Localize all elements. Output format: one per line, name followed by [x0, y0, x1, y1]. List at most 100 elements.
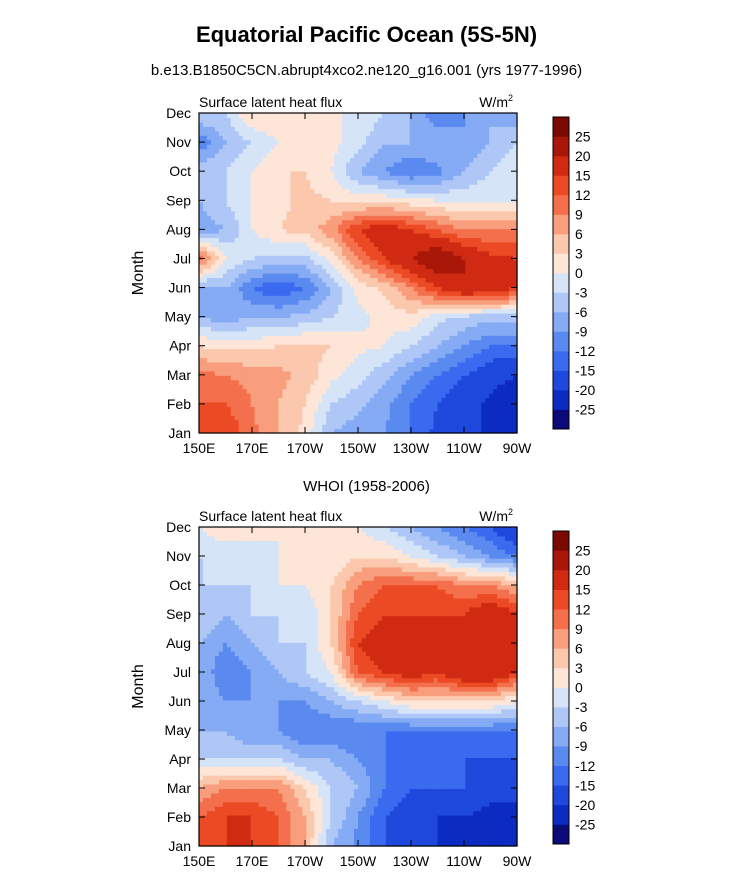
heatmap-cell	[242, 406, 248, 412]
heatmap-cell	[385, 197, 391, 203]
heatmap-cell	[230, 273, 236, 279]
heatmap-cell	[326, 188, 331, 194]
heatmap-cell	[465, 370, 470, 376]
heatmap-cell	[477, 384, 482, 390]
heatmap-cell	[497, 166, 502, 172]
heatmap-cell	[425, 170, 431, 176]
heatmap-cell	[437, 397, 443, 403]
heatmap-cell	[314, 401, 319, 407]
heatmap-cell	[509, 188, 514, 194]
heatmap-cell	[441, 397, 447, 403]
heatmap-cell	[290, 397, 295, 403]
heatmap-cell	[314, 179, 319, 185]
heatmap-cell	[210, 428, 216, 434]
heatmap-cell	[310, 379, 315, 385]
heatmap-cell	[445, 188, 451, 194]
heatmap-cell	[274, 339, 280, 345]
heatmap-cell	[509, 299, 514, 305]
heatmap-cell	[509, 344, 514, 350]
heatmap-cell	[449, 339, 454, 345]
heatmap-cell	[425, 259, 431, 265]
heatmap-cell	[334, 353, 339, 359]
heatmap-cell	[310, 184, 315, 190]
heatmap-cell	[314, 321, 319, 327]
heatmap-cell	[242, 157, 248, 163]
heatmap-cell	[413, 410, 419, 416]
heatmap-cell	[465, 281, 470, 287]
heatmap-cell	[469, 370, 474, 376]
heatmap-cell	[441, 375, 447, 381]
heatmap-cell	[199, 277, 204, 283]
heatmap-cell	[314, 197, 319, 203]
heatmap-cell	[282, 330, 288, 336]
heatmap-cell	[489, 246, 494, 252]
heatmap-cell	[465, 255, 470, 261]
heatmap-cell	[234, 175, 240, 181]
heatmap-cell	[445, 308, 451, 314]
heatmap-cell	[222, 304, 228, 310]
heatmap-cell	[493, 250, 498, 256]
heatmap-cell	[206, 379, 212, 385]
heatmap-cell	[489, 193, 494, 199]
heatmap-cell	[350, 410, 355, 416]
heatmap-cell	[481, 366, 486, 372]
heatmap-cell	[290, 237, 295, 243]
heatmap-cell	[445, 233, 451, 239]
heatmap-cell	[286, 406, 292, 412]
heatmap-cell	[274, 393, 280, 399]
heatmap-cell	[246, 233, 252, 239]
heatmap-cell	[409, 321, 415, 327]
heatmap-cell	[350, 286, 355, 292]
heatmap-cell	[230, 219, 236, 225]
heatmap-cell	[262, 357, 268, 363]
heatmap-cell	[405, 397, 411, 403]
heatmap-cell	[266, 179, 272, 185]
heatmap-cell	[413, 361, 419, 367]
heatmap-cell	[322, 273, 327, 279]
heatmap-cell	[330, 424, 335, 430]
heatmap-cell	[445, 215, 451, 221]
heatmap-cell	[234, 246, 240, 252]
heatmap-cell	[218, 361, 224, 367]
heatmap-cell	[298, 339, 303, 345]
heatmap-cell	[310, 308, 315, 314]
heatmap-cell	[258, 317, 264, 323]
heatmap-cell	[199, 157, 204, 163]
heatmap-cell	[278, 339, 284, 345]
heatmap-cell	[206, 397, 212, 403]
heatmap-cell	[501, 268, 506, 274]
heatmap-cell	[361, 299, 367, 305]
heatmap-cell	[202, 206, 208, 212]
heatmap-cell	[238, 228, 244, 234]
heatmap-cell	[246, 428, 252, 434]
heatmap-cell	[449, 259, 454, 265]
heatmap-cell	[314, 219, 319, 225]
heatmap-cell	[310, 215, 315, 221]
heatmap-cell	[513, 424, 518, 430]
heatmap-cell	[385, 353, 391, 359]
heatmap-cell	[433, 428, 439, 434]
heatmap-cell	[373, 410, 379, 416]
heatmap-cell	[250, 255, 256, 261]
heatmap-cell	[369, 193, 375, 199]
heatmap-cell	[445, 157, 451, 163]
heatmap-cell	[421, 366, 427, 372]
heatmap-cell	[513, 353, 518, 359]
heatmap-cell	[417, 197, 423, 203]
heatmap-cell	[262, 268, 268, 274]
heatmap-cell	[401, 193, 407, 199]
heatmap-cell	[326, 224, 331, 230]
heatmap-cell	[254, 384, 260, 390]
heatmap-cell	[381, 366, 387, 372]
heatmap-cell	[318, 277, 323, 283]
heatmap-cell	[361, 370, 367, 376]
heatmap-cell	[242, 237, 248, 243]
heatmap-cell	[365, 313, 371, 319]
heatmap-cell	[461, 295, 466, 301]
heatmap-cell	[234, 326, 240, 332]
heatmap-cell	[358, 259, 363, 265]
heatmap-cell	[238, 255, 244, 261]
heatmap-cell	[437, 179, 443, 185]
heatmap-cell	[413, 388, 419, 394]
heatmap-cell	[310, 397, 315, 403]
